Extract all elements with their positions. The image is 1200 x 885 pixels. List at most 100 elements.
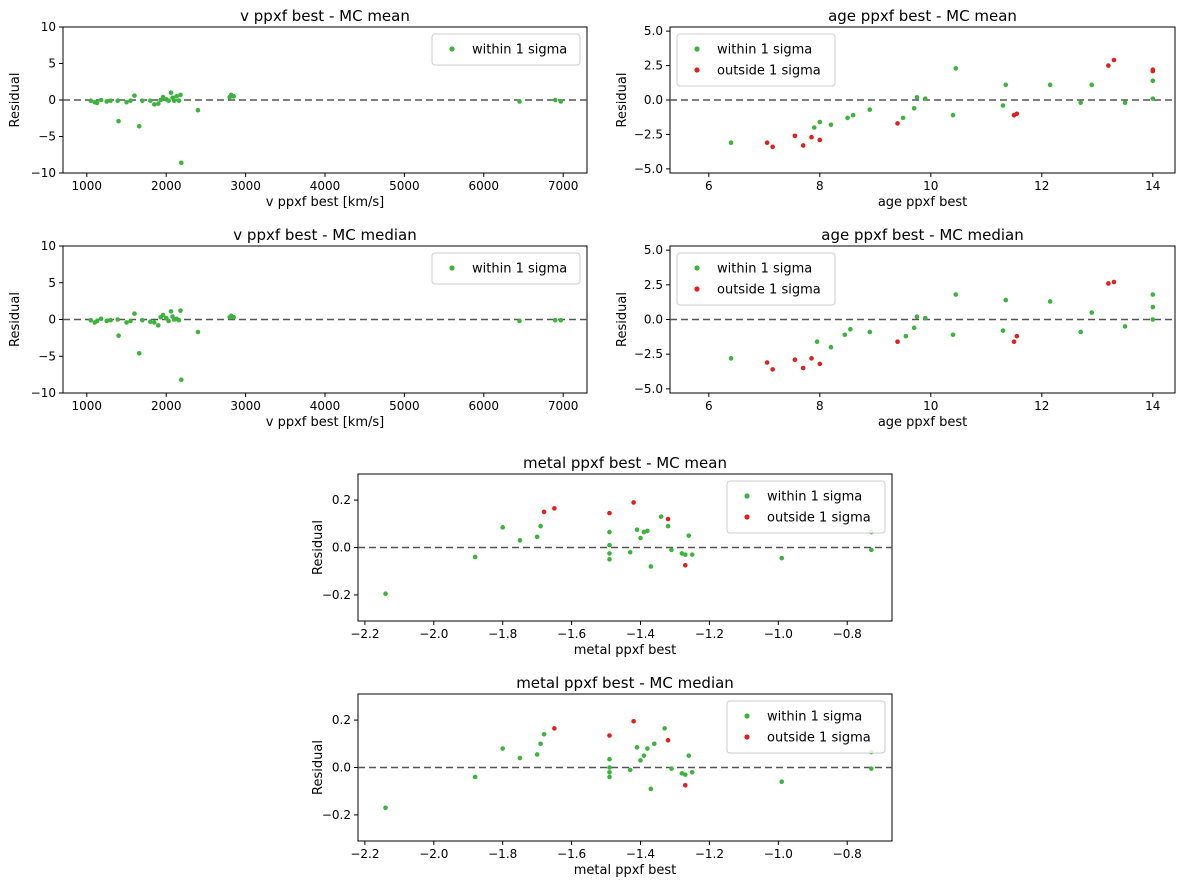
legend-entry: within 1 sigma [472,262,567,277]
legend-box [676,252,836,306]
y-axis-label: Residual [8,292,23,347]
data-point [770,144,775,150]
data-point [472,554,478,560]
data-point [176,98,182,104]
data-point [231,314,236,320]
data-point [1111,57,1117,63]
data-point [1106,281,1111,286]
x-axis-label: metal ppxf best [574,643,677,658]
data-point [534,752,540,757]
data-point [828,344,834,350]
subplot-3: v ppxf best - MC median 1000 2000 3000 4000 5… [8,226,588,430]
y-tick-label: −5.0 [634,162,663,176]
data-point [176,317,182,323]
data-point [669,766,674,771]
data-point [922,315,928,321]
data-point [607,542,612,548]
data-point [817,137,823,143]
y-tick-label: 0.0 [332,761,351,775]
data-point [682,772,688,777]
data-point [168,309,174,314]
data-point [171,98,177,104]
data-point [140,98,145,104]
data-point [953,292,959,297]
data-point [607,774,612,780]
data-point [500,746,505,751]
x-axis-label: v ppxf best [km/s] [266,195,384,210]
y-tick-label: 0 [48,93,56,107]
data-point [552,726,557,731]
data-point [809,134,814,140]
data-point [124,320,129,325]
data-point [1000,103,1006,108]
legend: within 1 sigma outside 1 sigma [726,700,886,754]
legend-marker [694,67,700,73]
data-point [88,317,94,323]
x-tick-label: 3000 [230,179,261,193]
data-point [867,329,873,335]
data-point [1047,82,1053,88]
y-tick-label: 5.0 [644,24,663,38]
y-tick-label: −5 [38,130,56,144]
data-point [104,318,109,324]
x-tick-label: 6 [705,399,713,413]
data-point [472,774,478,780]
data-point [817,119,823,125]
y-tick-label: 0.0 [332,541,351,555]
data-point [779,779,785,785]
legend-marker [694,46,700,52]
legend-entry: outside 1 sigma [767,511,871,526]
data-point [148,98,153,104]
x-tick-label: −1.0 [764,627,793,641]
y-axis-label: Residual [615,292,630,347]
data-point [867,107,873,112]
data-point [686,753,692,758]
x-axis-label: age ppxf best [878,195,967,210]
x-tick-label: −2.0 [419,627,448,641]
y-tick-label: 5.0 [644,243,663,257]
x-tick-label: −1.2 [695,847,724,861]
x-tick-label: 1000 [72,399,103,413]
subplot-2: age ppxf best - MC mean 6 8 10 12 14 −5.0 −2.5 0… [615,7,1176,210]
legend-entry: outside 1 sigma [717,283,821,298]
data-point [1003,297,1009,303]
data-point [645,746,650,751]
data-point [1078,100,1083,106]
series-within [88,90,564,166]
data-point [634,527,640,533]
data-point [911,325,917,331]
y-tick-label: −0.2 [322,808,351,822]
legend-entry: outside 1 sigma [717,64,821,79]
y-tick-label: −5.0 [634,382,663,396]
series-outside [764,279,1117,372]
data-point [140,317,145,323]
x-axis-label: v ppxf best [km/s] [266,415,384,430]
data-point [174,94,179,99]
y-tick-label: 0.0 [644,313,663,327]
x-tick-label: 10 [923,399,938,413]
data-point [148,319,153,325]
y-tick-label: 5 [48,57,56,71]
data-point [764,140,770,145]
legend: within 1 sigma [431,33,581,66]
data-point [115,317,121,322]
data-point [665,737,671,743]
data-point [94,100,100,106]
x-tick-label: −2.2 [350,627,379,641]
data-point [665,516,671,522]
data-point [558,99,564,104]
data-point [682,562,688,568]
data-point [1014,111,1020,117]
series-within [728,66,1156,145]
legend-marker [694,286,700,292]
data-point [1106,63,1111,68]
data-point [686,533,692,538]
data-point [115,98,121,104]
x-tick-label: −1.8 [488,627,517,641]
subplot-title: metal ppxf best - MC mean [523,454,727,472]
data-point [817,361,823,367]
data-point [94,318,100,324]
data-point [814,339,820,344]
subplot-title: age ppxf best - MC median [821,226,1024,244]
legend-marker [449,265,455,271]
